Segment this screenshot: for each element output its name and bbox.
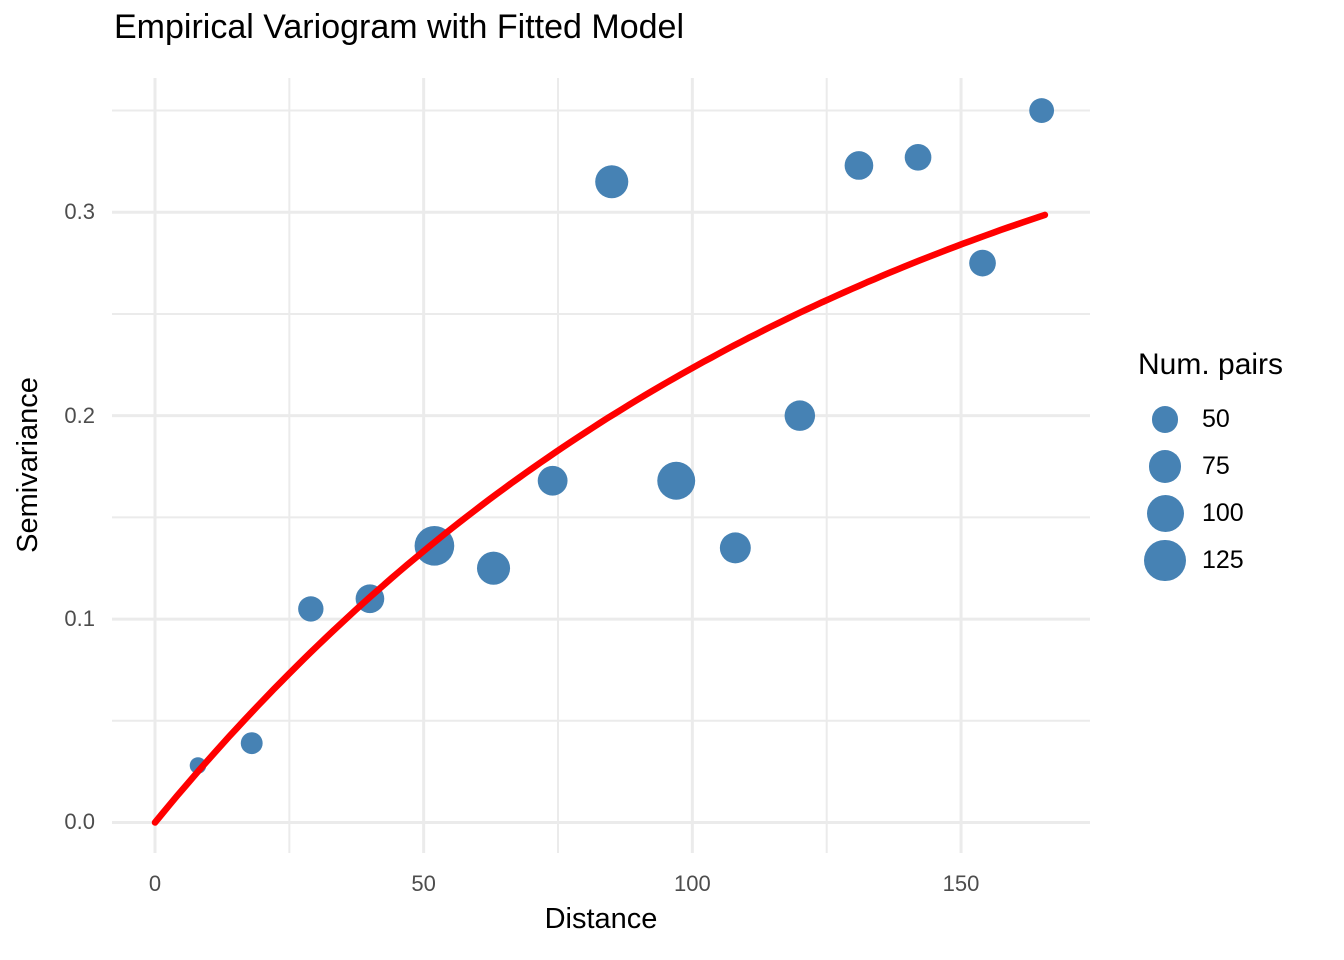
data-point (844, 151, 874, 180)
legend: Num. pairs 50 75 100 125 (1138, 348, 1283, 584)
legend-item: 75 (1138, 443, 1283, 490)
legend-key (1138, 539, 1192, 582)
data-point (595, 165, 629, 199)
legend-title: Num. pairs (1138, 348, 1284, 381)
x-tick-label: 50 (411, 871, 436, 896)
x-tick-label: 150 (942, 871, 980, 896)
x-tick-label: 0 (148, 871, 162, 896)
legend-key (1138, 406, 1192, 433)
legend-bubble-icon (1148, 450, 1182, 483)
legend-bubble-icon (1146, 495, 1184, 532)
data-point (1029, 98, 1055, 123)
data-points (189, 98, 1055, 774)
x-tick-label: 100 (673, 871, 711, 896)
legend-item-label: 50 (1202, 405, 1230, 433)
fitted-model-line (151, 211, 1049, 826)
y-tick-label: 0.2 (64, 402, 95, 428)
y-tick-label: 0.3 (64, 199, 95, 225)
legend-item: 100 (1138, 490, 1283, 537)
data-point (240, 732, 263, 755)
data-point (904, 143, 932, 171)
y-axis-title: Semivariance (12, 377, 44, 553)
data-point (537, 465, 568, 496)
legend-bubble-icon (1151, 406, 1179, 433)
data-point (719, 532, 751, 564)
legend-key (1138, 450, 1192, 483)
data-point (784, 400, 816, 431)
y-tick-label: 0.1 (64, 606, 95, 632)
legend-item: 125 (1138, 537, 1283, 584)
legend-bubble-icon (1144, 539, 1186, 582)
legend-key (1138, 495, 1192, 532)
plot-title: Empirical Variogram with Fitted Model (114, 8, 684, 46)
legend-item-label: 100 (1202, 499, 1244, 527)
data-point (298, 596, 324, 622)
panel-grid (112, 78, 1090, 853)
legend-item-label: 75 (1202, 452, 1230, 480)
legend-item-label: 125 (1202, 546, 1244, 574)
data-point (969, 249, 996, 277)
data-point (476, 551, 511, 585)
data-point (657, 461, 696, 500)
y-tick-label: 0.0 (64, 809, 95, 835)
x-axis-title: Distance (544, 903, 658, 935)
legend-item: 50 (1138, 396, 1283, 443)
